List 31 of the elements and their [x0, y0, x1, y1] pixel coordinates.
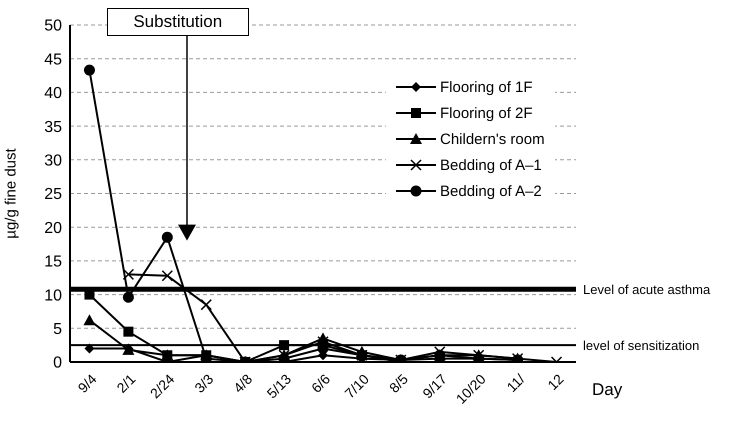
- y-tick-label: 45: [44, 51, 62, 68]
- x-tick-label: 9/4: [74, 370, 100, 396]
- x-tick-label: 12: [544, 370, 567, 394]
- x-tick-label: 8/5: [386, 370, 412, 396]
- y-tick-label: 10: [44, 287, 62, 304]
- y-axis-title: µg/g fine dust: [2, 147, 20, 239]
- y-tick-label: 0: [53, 354, 62, 372]
- legend-label: Flooring of 1F: [440, 78, 533, 96]
- y-tick-label: 5: [53, 320, 62, 338]
- ref-line-label: level of sensitization: [583, 338, 700, 353]
- x-tick-label: 5/13: [264, 370, 294, 402]
- legend-label: Bedding of A–1: [440, 156, 542, 174]
- ref-line-label: Level of acute asthma: [583, 282, 711, 297]
- legend-label: Flooring of 2F: [440, 104, 533, 122]
- y-tick-label: 40: [44, 85, 62, 102]
- y-tick-label: 20: [44, 220, 62, 237]
- legend-label: Bedding of A–2: [440, 182, 542, 200]
- y-tick-label: 35: [44, 118, 62, 136]
- y-tick-label: 15: [44, 254, 62, 271]
- x-tick-label: 3/3: [191, 370, 216, 396]
- x-tick-label: 2/1: [113, 370, 139, 396]
- legend-label: Childern's room: [440, 130, 545, 148]
- x-tick-label: 7/10: [341, 370, 372, 402]
- annotation: Substitution: [106, 8, 249, 36]
- y-tick-label: 25: [44, 186, 62, 204]
- x-axis-title: Day: [592, 380, 622, 400]
- x-tick-label: 6/6: [308, 370, 334, 396]
- y-tick-label: 30: [44, 152, 62, 170]
- x-tick-label: 4/8: [230, 370, 256, 396]
- y-tick-label: 50: [44, 18, 62, 35]
- x-tick-label: 11/: [503, 370, 528, 396]
